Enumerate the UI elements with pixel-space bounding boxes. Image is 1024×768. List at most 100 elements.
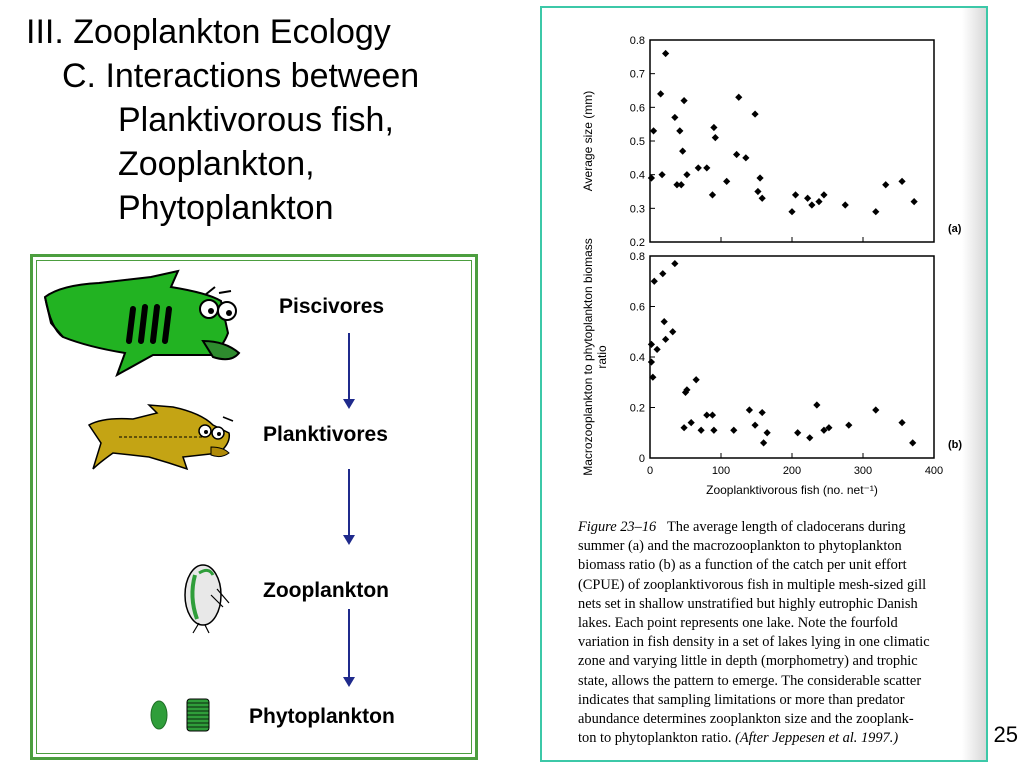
panel-b-data-point <box>751 421 759 429</box>
panel-b-axes-frame <box>649 255 935 459</box>
caption-line-11: abundance determines zooplankton size an… <box>578 710 914 727</box>
panel-a-data-point <box>711 134 719 142</box>
panel-a-data-point <box>694 164 702 172</box>
panel-a-data-point <box>804 194 812 202</box>
slide-title-block: III. Zooplankton Ecology C. Interactions… <box>26 10 526 230</box>
caption-line-1: The average length of cladocerans during <box>667 519 906 535</box>
panel-a-data-point <box>733 150 741 159</box>
trophic-arrows <box>343 333 355 687</box>
panel-a-data-point <box>649 127 658 135</box>
panel-a-data-point <box>647 174 656 182</box>
panel-a-data-point <box>758 194 766 202</box>
panel-b-data-point <box>820 426 828 434</box>
panel-b-data-point <box>806 434 814 442</box>
slide-title: III. Zooplankton Ecology <box>26 13 391 51</box>
daphnia-icon <box>184 564 230 634</box>
caption-figure-label: Figure 23–16 <box>578 519 657 535</box>
caption-line-4: (CPUE) of zooplanktivorous fish in multi… <box>578 576 927 593</box>
panel-a-data-point <box>808 201 816 209</box>
panel-b-ytick-label-2: 0.4 <box>630 352 645 364</box>
panel-a-ylabel: Average size (mm) <box>581 91 595 191</box>
panel-a-data-point <box>898 177 906 185</box>
slide-subtitle-line-1: C. Interactions between <box>62 57 420 95</box>
panel-b-data-point <box>825 424 833 432</box>
panel-a-label: (a) <box>948 223 962 235</box>
panel-b-label: (b) <box>948 439 962 451</box>
panel-a-data-point <box>756 174 764 182</box>
panel-a-data-point <box>662 49 670 58</box>
panel-a-data-point <box>791 191 800 199</box>
panel-a-data-point <box>820 191 828 199</box>
panel-b-data-point <box>813 401 821 409</box>
panel-b-data-point <box>662 335 670 343</box>
large-fish-icon <box>43 269 241 378</box>
panel-b-data-point <box>898 419 906 427</box>
level-label-phytoplankton: Phytoplankton <box>249 705 395 728</box>
panel-a-data-point <box>708 191 717 199</box>
panel-b-ytick-label-3: 0.6 <box>630 302 645 314</box>
panel-b-data-point <box>653 345 661 354</box>
panel-b-ytick-label-0: 0 <box>639 453 645 465</box>
panel-a-data-point <box>657 90 665 98</box>
panel-a-ytick-label-4: 0.6 <box>630 102 645 114</box>
food-chain-graphics <box>43 269 355 732</box>
panel-a-data-point <box>872 208 880 216</box>
panel-b-data-point <box>660 318 668 326</box>
page-edge-shadow <box>962 8 986 760</box>
panel-b-data-point <box>680 424 688 432</box>
caption-line-10: indicates that sampling limitations or m… <box>578 691 905 708</box>
slide-subtitle-line-2: Planktivorous fish, <box>118 101 394 139</box>
panel-a-data-point <box>703 164 711 172</box>
panel-a-data-point <box>910 198 918 206</box>
panel-b-data-point <box>845 421 853 429</box>
panel-a-data-point <box>815 198 823 206</box>
panel-b-ylabel-line-2: ratio <box>595 345 609 369</box>
page-number: 25 <box>993 722 1018 747</box>
panel-a-ytick-label-5: 0.7 <box>630 69 645 81</box>
caption-line-6: lakes. Each point represents one lake. N… <box>578 614 898 631</box>
panel-a-ytick-label-0: 0.2 <box>630 237 645 249</box>
panel-b-xtick-label-2: 200 <box>783 465 801 477</box>
panel-b-data-point <box>730 426 738 434</box>
panel-b-data-point <box>671 259 679 268</box>
panel-a-data-point <box>882 181 890 189</box>
panel-b-data-point <box>687 419 695 427</box>
panel-b-data-point <box>760 439 768 447</box>
slide-subtitle-line-4: Phytoplankton <box>118 189 334 227</box>
algae-icon <box>150 698 210 732</box>
panel-b-xtick-label-3: 300 <box>854 465 872 477</box>
caption-line-8: zone and varying little in depth (morpho… <box>578 653 918 670</box>
panel-a-data-point <box>683 171 691 179</box>
panel-b-xtick-label-1: 100 <box>712 465 730 477</box>
panel-b-data-point <box>708 411 717 419</box>
panel-b-ylabel-line-1: Macrozooplankton to phytoplankton biomas… <box>581 238 595 475</box>
panel-b-data-point <box>710 426 718 434</box>
caption-line-3: biomass ratio (b) as a function of the c… <box>578 557 907 574</box>
panel-b-ytick-label-1: 0.2 <box>630 403 645 415</box>
figure-panel: 0.2 0.3 0.4 0.5 0.6 0.7 0.8 (a) Average size (mm… <box>540 6 988 762</box>
panel-b-ytick-label-4: 0.8 <box>630 251 645 263</box>
panel-a-data-point <box>677 181 685 189</box>
caption-line-2: summer (a) and the macrozooplankton to p… <box>578 538 902 555</box>
figure-chart: 0.2 0.3 0.4 0.5 0.6 0.7 0.8 (a) Average size (mm… <box>581 35 962 497</box>
caption-line-7: variation in fish density in a set of la… <box>578 634 930 651</box>
slide-subtitle-line-3: Zooplankton, <box>118 145 315 183</box>
panel-a-data-point <box>735 93 743 101</box>
panel-a-ytick-label-3: 0.5 <box>630 136 645 148</box>
panel-b-data-point <box>692 376 700 384</box>
caption-line-9: state, allows the pattern to emerge. The… <box>578 672 922 689</box>
panel-a-ytick-label-2: 0.4 <box>630 170 645 182</box>
panel-a-data-point <box>788 208 796 216</box>
figure-caption: Figure 23–16 The average length of clado… <box>578 518 970 748</box>
panel-b-xtick-label-4: 400 <box>925 465 943 477</box>
panel-b-data-point <box>745 406 753 414</box>
panel-b-data-point <box>647 358 656 366</box>
panel-b-data-point <box>872 406 880 414</box>
panel-b-data-point <box>697 426 705 434</box>
panel-a-ytick-label-6: 0.8 <box>630 35 645 47</box>
panel-b-xlabel: Zooplanktivorous fish (no. net⁻¹) <box>706 483 878 497</box>
panel-a-data-point <box>679 147 687 155</box>
panel-b-data-point <box>650 277 658 285</box>
panel-a-data-point <box>723 177 731 185</box>
panel-a-data-point <box>710 123 718 132</box>
